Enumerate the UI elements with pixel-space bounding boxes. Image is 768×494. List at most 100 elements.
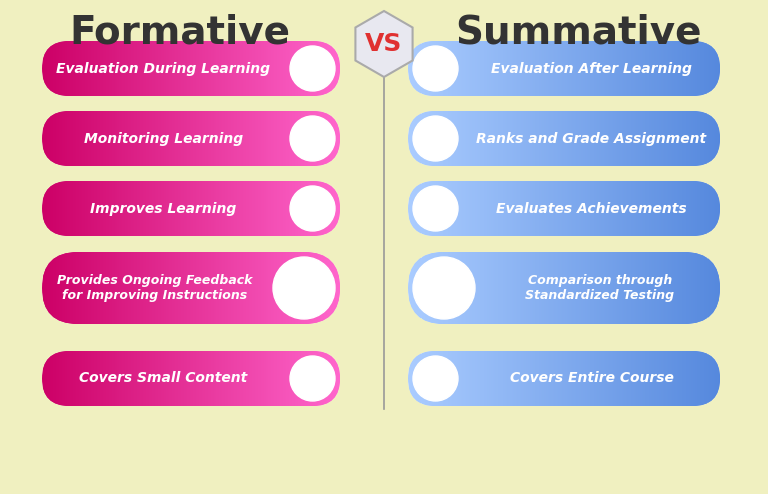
Bar — [221, 41, 223, 96]
Bar — [104, 41, 105, 96]
Bar — [594, 351, 596, 406]
Bar — [316, 252, 318, 324]
Bar — [505, 111, 507, 166]
Bar — [472, 351, 474, 406]
Bar — [280, 351, 281, 406]
Bar — [107, 111, 108, 166]
Bar — [79, 181, 81, 236]
Bar — [589, 181, 591, 236]
Bar — [641, 181, 643, 236]
Bar — [308, 252, 310, 324]
Bar — [443, 252, 445, 324]
Bar — [97, 351, 98, 406]
Bar — [538, 351, 540, 406]
Bar — [269, 252, 270, 324]
Bar — [229, 41, 230, 96]
Bar — [432, 181, 434, 236]
Bar — [146, 181, 148, 236]
Bar — [211, 181, 213, 236]
Bar — [654, 252, 657, 324]
Bar — [218, 351, 220, 406]
Bar — [208, 41, 210, 96]
Bar — [591, 181, 593, 236]
Bar — [656, 252, 657, 324]
Bar — [575, 351, 578, 406]
Bar — [485, 181, 487, 236]
Bar — [311, 41, 313, 96]
Bar — [83, 351, 84, 406]
Bar — [531, 41, 533, 96]
Bar — [475, 252, 477, 324]
Bar — [516, 252, 518, 324]
Bar — [617, 41, 619, 96]
Bar — [186, 252, 188, 324]
Bar — [558, 111, 560, 166]
Bar — [293, 181, 294, 236]
Bar — [663, 181, 665, 236]
Bar — [240, 252, 243, 324]
Bar — [687, 111, 689, 166]
Bar — [98, 41, 100, 96]
Bar — [654, 111, 657, 166]
Bar — [592, 181, 594, 236]
Bar — [517, 252, 519, 324]
Bar — [551, 111, 554, 166]
Bar — [147, 252, 149, 324]
Bar — [562, 181, 564, 236]
Bar — [499, 111, 502, 166]
Bar — [254, 181, 257, 236]
Bar — [122, 351, 124, 406]
Bar — [91, 252, 93, 324]
Bar — [522, 41, 525, 96]
Bar — [586, 351, 588, 406]
Bar — [69, 351, 71, 406]
Bar — [593, 181, 595, 236]
Bar — [193, 351, 195, 406]
Bar — [424, 181, 425, 236]
Bar — [286, 41, 288, 96]
Bar — [208, 181, 210, 236]
Bar — [105, 181, 108, 236]
Bar — [90, 111, 91, 166]
Bar — [193, 41, 195, 96]
Bar — [706, 111, 707, 166]
Bar — [156, 41, 158, 96]
Bar — [237, 252, 240, 324]
Bar — [477, 111, 478, 166]
Bar — [411, 252, 413, 324]
Bar — [439, 41, 440, 96]
Bar — [663, 41, 665, 96]
Bar — [66, 252, 68, 324]
Bar — [646, 181, 648, 236]
Bar — [322, 181, 324, 236]
Bar — [502, 41, 504, 96]
Bar — [702, 351, 704, 406]
Bar — [449, 252, 451, 324]
Bar — [697, 351, 699, 406]
Bar — [425, 111, 428, 166]
Bar — [144, 41, 147, 96]
Bar — [634, 111, 636, 166]
Bar — [508, 111, 510, 166]
Bar — [684, 111, 687, 166]
Bar — [429, 41, 431, 96]
Bar — [166, 181, 168, 236]
Bar — [563, 181, 565, 236]
Bar — [161, 181, 162, 236]
Bar — [686, 252, 687, 324]
Bar — [291, 111, 293, 166]
Bar — [437, 41, 439, 96]
Bar — [712, 111, 713, 166]
Bar — [132, 181, 134, 236]
Bar — [124, 351, 127, 406]
Bar — [60, 181, 62, 236]
Bar — [644, 111, 646, 166]
Bar — [581, 181, 583, 236]
Bar — [683, 41, 684, 96]
Bar — [84, 252, 86, 324]
Bar — [281, 111, 283, 166]
Bar — [235, 252, 237, 324]
Bar — [182, 41, 184, 96]
Bar — [326, 111, 328, 166]
Bar — [709, 41, 710, 96]
